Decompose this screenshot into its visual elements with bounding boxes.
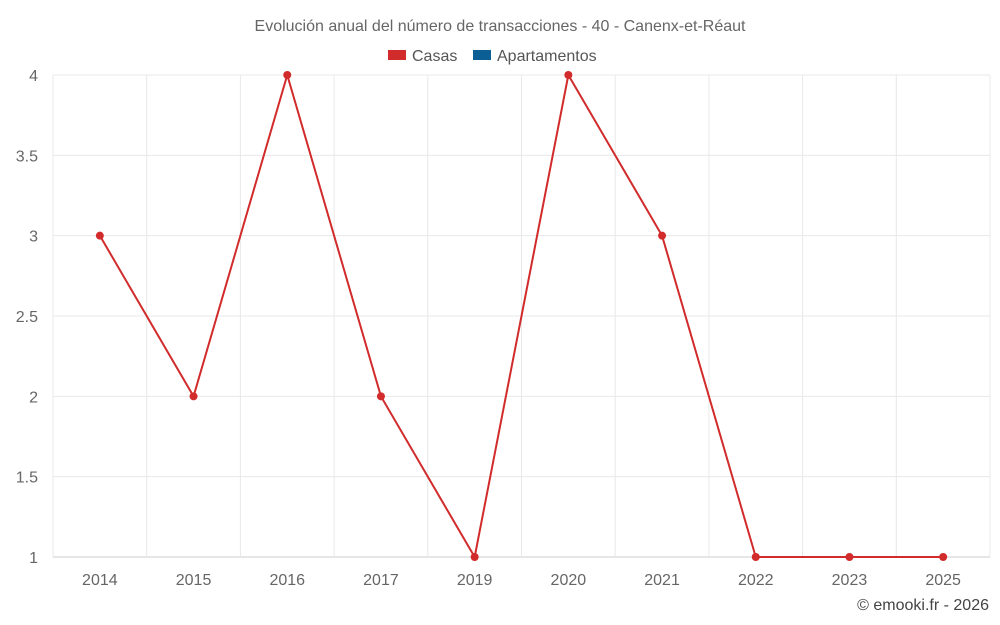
x-tick-label: 2015 (176, 572, 212, 589)
credit-text: © emooki.fr - 2026 (857, 597, 989, 614)
x-tick-label: 2023 (832, 572, 868, 589)
x-tick-label: 2014 (82, 572, 118, 589)
legend-swatch-2 (473, 50, 491, 60)
x-tick-label: 2019 (457, 572, 493, 589)
data-point[interactable] (189, 392, 198, 401)
x-tick-label: 2016 (269, 572, 305, 589)
y-tick-label: 1.5 (16, 470, 38, 487)
legend-swatch-1 (388, 50, 406, 60)
x-tick-label: 2021 (644, 572, 680, 589)
y-tick-label: 4 (29, 68, 38, 85)
data-point[interactable] (939, 553, 948, 561)
data-point[interactable] (658, 231, 667, 240)
data-point[interactable] (564, 71, 573, 79)
x-tick-label: 2017 (363, 572, 399, 589)
data-point[interactable] (470, 553, 479, 561)
y-tick-label: 3 (29, 229, 38, 246)
x-axis: 2014 2015 2016 2017 2019 2020 2021 2022 2023 2025 (82, 572, 961, 589)
y-tick-label: 2 (29, 389, 38, 406)
legend: Casas Apartamentos (388, 48, 597, 65)
data-point[interactable] (845, 553, 854, 561)
x-tick-label: 2020 (551, 572, 587, 589)
y-axis: 1 1.5 2 2.5 3 3.5 4 (16, 68, 38, 567)
y-tick-label: 1 (29, 550, 38, 567)
legend-label-1[interactable]: Casas (412, 48, 457, 65)
data-point[interactable] (95, 231, 104, 240)
x-tick-label: 2025 (925, 572, 961, 589)
data-point[interactable] (751, 553, 760, 561)
data-point[interactable] (376, 392, 385, 401)
series-group (95, 71, 948, 561)
x-tick-label: 2022 (738, 572, 774, 589)
chart-title: Evolución anual del número de transaccio… (255, 18, 747, 35)
y-tick-label: 3.5 (16, 148, 38, 165)
series-line-1 (98, 74, 944, 558)
y-tick-label: 2.5 (16, 309, 38, 326)
legend-label-2[interactable]: Apartamentos (497, 48, 597, 65)
data-point[interactable] (283, 71, 292, 79)
